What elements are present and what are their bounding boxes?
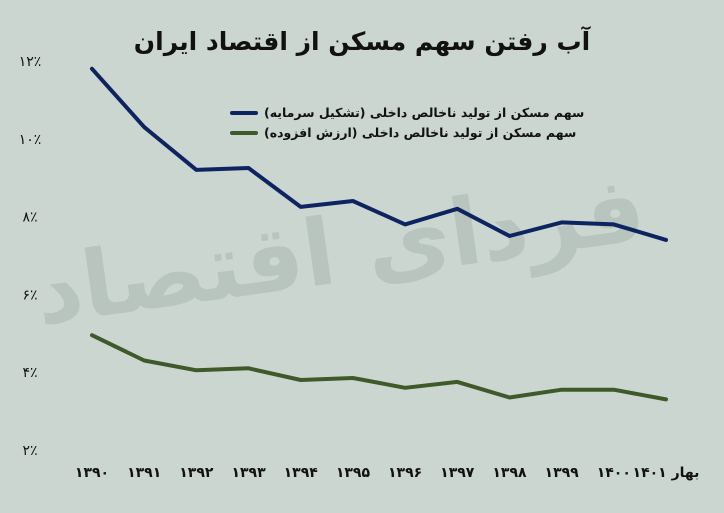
y-tick-label: ۲٪ <box>22 443 37 459</box>
x-tick-label: ۱۴۰۰ <box>597 465 631 481</box>
x-tick-label: بهار ۱۴۰۱ <box>633 465 700 481</box>
y-tick-label: ۶٪ <box>22 287 37 303</box>
x-tick-label: ۱۳۹۲ <box>179 465 214 481</box>
x-tick-label: ۱۳۹۱ <box>127 465 161 481</box>
series-lines <box>90 66 668 402</box>
x-axis: ۱۳۹۰ ۱۳۹۱ ۱۳۹۲ ۱۳۹۳ ۱۳۹۴ ۱۳۹۵ ۱۳۹۶ ۱۳۹۷ ۱۳۹۸ ۱۳۹۹… <box>75 465 700 481</box>
y-tick-label: ۱۰٪ <box>19 132 42 148</box>
x-tick-label: ۱۳۹۹ <box>545 465 580 481</box>
x-tick-label: ۱۳۹۴ <box>284 465 319 481</box>
y-tick-label: ۴٪ <box>22 365 37 381</box>
legend-label-1: سهم مسکن از تولید ناخالص داخلی (تشکیل سر… <box>264 105 584 120</box>
x-tick-label: ۱۳۹۰ <box>75 465 109 481</box>
legend-label-2: سهم مسکن از تولید ناخالص داخلی (ارزش افز… <box>264 125 576 140</box>
x-tick-label: ۱۳۹۳ <box>231 465 266 481</box>
chart-title: آب رفتن سهم مسکن از اقتصاد ایران <box>134 26 592 57</box>
x-tick-label: ۱۳۹۵ <box>336 465 371 481</box>
y-tick-label: ۸٪ <box>22 210 37 226</box>
y-tick-label: ۱۲٪ <box>19 54 42 70</box>
legend: سهم مسکن از تولید ناخالص داخلی (تشکیل سر… <box>230 105 584 140</box>
x-tick-label: ۱۳۹۸ <box>492 465 527 481</box>
series-line-2 <box>90 333 668 402</box>
x-tick-label: ۱۳۹۶ <box>388 465 422 481</box>
y-axis: ۲٪ ۴٪ ۶٪ ۸٪ ۱۰٪ ۱۲٪ <box>19 54 42 459</box>
series-line-1 <box>90 66 668 242</box>
watermark-text: فردای اقتصاد <box>28 155 651 347</box>
x-tick-label: ۱۳۹۷ <box>440 465 475 481</box>
